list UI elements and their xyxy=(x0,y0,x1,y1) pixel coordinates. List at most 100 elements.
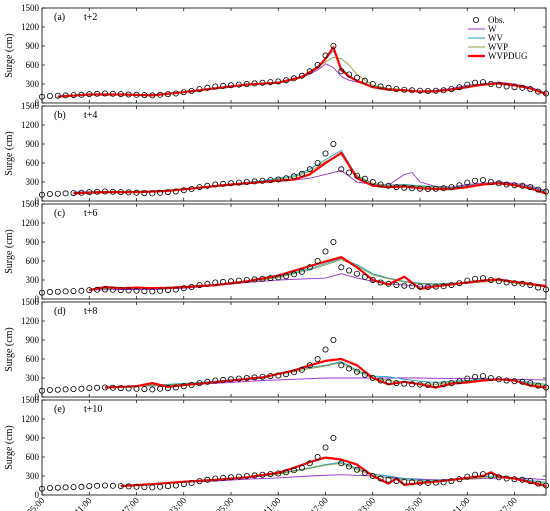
obs-point xyxy=(172,384,179,391)
series-line-wvpdug xyxy=(120,456,547,488)
obs-point xyxy=(94,482,101,489)
obs-point xyxy=(62,386,69,393)
obs-point xyxy=(125,189,132,196)
panel-frame xyxy=(41,7,547,104)
obs-point xyxy=(409,381,416,388)
obs-point xyxy=(125,287,132,294)
obs-point xyxy=(133,483,140,490)
obs-point xyxy=(125,483,132,490)
obs-point xyxy=(495,82,502,89)
obs-point xyxy=(346,463,353,470)
obs-point xyxy=(46,93,53,100)
obs-point xyxy=(235,81,242,88)
obs-point xyxy=(456,182,463,189)
obs-point xyxy=(353,270,360,277)
obs-point xyxy=(220,376,227,383)
obs-point xyxy=(133,189,140,196)
obs-point xyxy=(54,190,61,197)
obs-point xyxy=(479,275,486,282)
obs-point xyxy=(361,273,368,280)
obs-point xyxy=(543,286,550,293)
obs-point xyxy=(416,479,423,486)
obs-point xyxy=(479,471,486,478)
obs-point xyxy=(180,383,187,390)
obs-point xyxy=(519,280,526,287)
obs-point xyxy=(353,172,360,179)
y-tick-label: 300 xyxy=(26,275,40,285)
obs-point xyxy=(503,279,510,286)
obs-point xyxy=(527,86,534,93)
obs-point xyxy=(322,52,329,59)
panel-tag: (b) xyxy=(54,110,66,121)
obs-point xyxy=(227,376,234,383)
obs-point xyxy=(46,386,53,393)
obs-point xyxy=(385,378,392,385)
obs-point xyxy=(456,280,463,287)
obs-point xyxy=(448,282,455,289)
obs-point xyxy=(503,181,510,188)
x-tick-label: 05 Oct 23:00 xyxy=(148,495,189,511)
obs-point xyxy=(62,190,69,197)
obs-point xyxy=(338,264,345,271)
obs-point xyxy=(259,471,266,478)
obs-point xyxy=(275,78,282,85)
obs-point xyxy=(102,384,109,391)
obs-point xyxy=(102,482,109,489)
obs-point xyxy=(235,179,242,186)
obs-point xyxy=(54,288,61,295)
obs-point xyxy=(543,188,550,195)
obs-point xyxy=(157,483,164,490)
obs-point xyxy=(267,79,274,86)
obs-point xyxy=(409,185,416,192)
obs-point xyxy=(487,81,494,88)
panel-frame xyxy=(41,203,547,300)
series-line-wvpdug xyxy=(73,151,547,195)
obs-point xyxy=(393,184,400,191)
obs-point xyxy=(416,87,423,94)
obs-point xyxy=(283,371,290,378)
obs-point xyxy=(448,86,455,93)
obs-point xyxy=(70,484,77,491)
obs-point xyxy=(479,177,486,184)
x-tick-label: 06 Oct 05:00 xyxy=(195,495,236,511)
y-tick-label: 0 xyxy=(35,490,40,500)
panel-3: 0 300 600 900 1200 1500 Surge (cm) (d) t+8 xyxy=(4,297,550,402)
obs-point xyxy=(180,89,187,96)
obs-point xyxy=(346,365,353,372)
obs-point xyxy=(314,257,321,264)
obs-point xyxy=(164,91,171,98)
y-tick-label: 0 xyxy=(35,98,40,108)
y-tick-label: 600 xyxy=(26,158,40,168)
obs-point xyxy=(424,185,431,192)
x-tick-label: 07 Oct 05:00 xyxy=(384,495,425,511)
obs-point xyxy=(212,377,219,384)
obs-point xyxy=(46,288,53,295)
obs-point xyxy=(243,276,250,283)
obs-point xyxy=(117,287,124,294)
obs-point xyxy=(109,90,116,97)
obs-point xyxy=(511,378,518,385)
obs-point xyxy=(220,474,227,481)
panels-group: 0 300 600 900 1200 1500 Surge (cm) (a) t+2 0 300 60… xyxy=(4,3,550,500)
y-tick-label: 300 xyxy=(26,373,40,383)
y-tick-label: 300 xyxy=(26,471,40,481)
obs-point xyxy=(204,84,211,91)
panel-frame xyxy=(41,399,547,496)
panel-1: 0 300 600 900 1200 1500 Surge (cm) (b) t+4 xyxy=(4,101,550,206)
obs-point xyxy=(385,182,392,189)
panel-4: 0 300 600 900 1200 1500 Surge (cm) (e) t+10 xyxy=(4,395,550,500)
obs-point xyxy=(204,378,211,385)
obs-point xyxy=(543,482,550,489)
obs-point xyxy=(204,476,211,483)
obs-point xyxy=(440,87,447,94)
y-tick-label: 1500 xyxy=(21,3,40,13)
obs-point xyxy=(78,385,85,392)
legend-label: WVPDUG xyxy=(488,51,528,61)
panel-lead-time: t+8 xyxy=(84,306,97,317)
obs-point xyxy=(424,283,431,290)
y-axis-label: Surge (cm) xyxy=(4,33,15,78)
obs-point xyxy=(39,93,46,100)
obs-point xyxy=(94,384,101,391)
obs-point xyxy=(172,286,179,293)
obs-point xyxy=(204,182,211,189)
